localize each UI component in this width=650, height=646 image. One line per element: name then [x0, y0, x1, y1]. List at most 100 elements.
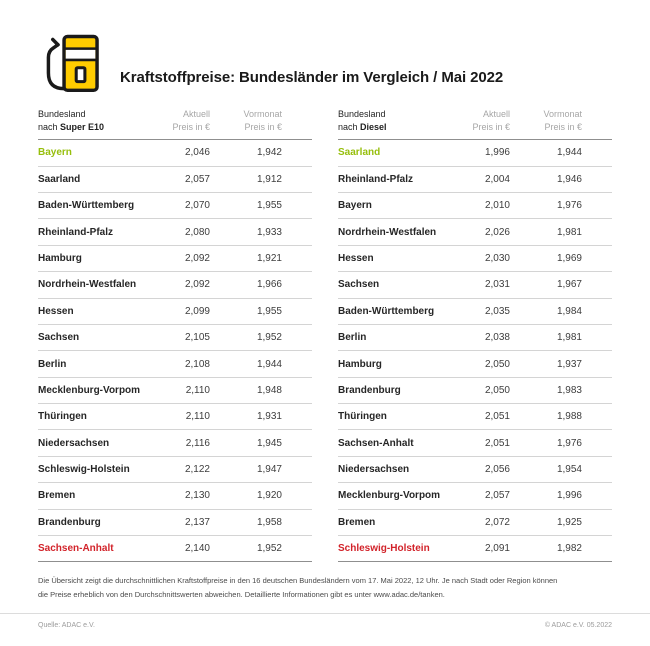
current-price: 2,070 [184, 200, 210, 212]
column-header-bundesland: Bundesland nach Super E10 [38, 109, 105, 132]
column-header-vormonat: Vormonat Preis in € [543, 109, 582, 132]
previous-price: 1,931 [256, 411, 282, 423]
previous-price: 1,955 [256, 200, 282, 212]
state-name: Hessen [38, 305, 74, 317]
previous-price: 1,967 [556, 279, 582, 291]
state-name: Baden-Württemberg [38, 200, 135, 212]
table-row: Baden-Württemberg 2,035 1,984 [338, 299, 612, 325]
fuel-pump-icon [46, 34, 99, 93]
current-price: 2,122 [184, 464, 210, 476]
current-price: 2,116 [185, 437, 210, 449]
state-name: Bayern [38, 147, 72, 159]
previous-price: 1,982 [556, 543, 582, 555]
previous-price: 1,942 [256, 147, 282, 159]
table-row: Niedersachsen 2,116 1,945 [38, 430, 312, 457]
state-name: Rheinland-Pfalz [338, 173, 414, 185]
table-row: Hessen 2,030 1,969 [338, 246, 612, 273]
current-price: 2,004 [484, 173, 510, 185]
current-price: 2,110 [185, 411, 210, 423]
source-label: Quelle: ADAC e.V. [38, 621, 95, 629]
current-price: 2,108 [184, 358, 210, 370]
current-price: 2,137 [184, 516, 210, 528]
table-row: Berlin 2,108 1,944 [38, 351, 312, 378]
state-name: Thüringen [38, 411, 87, 423]
state-name: Nordrhein-Westfalen [338, 226, 437, 238]
state-name: Mecklenburg-Vorpommern [38, 384, 140, 396]
fuel-type-label: Diesel [360, 121, 387, 132]
previous-price: 1,983 [556, 384, 582, 396]
table-row: Thüringen 2,110 1,931 [38, 404, 312, 431]
state-name: Sachsen-Anhalt [338, 437, 414, 449]
state-name: Hessen [338, 252, 374, 264]
current-price: 2,046 [184, 147, 210, 159]
previous-price: 1,981 [556, 226, 582, 238]
table-row: Baden-Württemberg 2,070 1,955 [38, 193, 312, 220]
state-name: Schleswig-Holstein [38, 464, 130, 476]
table-super-e10: Bundesland nach Super E10 Aktuell Preis … [38, 108, 312, 563]
current-price: 2,051 [484, 437, 510, 449]
current-price: 2,031 [484, 279, 510, 291]
table-row: Saarland 1,996 1,944 [338, 140, 612, 167]
footer-divider [0, 612, 650, 614]
table-row: Hamburg 2,050 1,937 [338, 351, 612, 378]
table-row: Schleswig-Holstein 2,122 1,947 [38, 457, 312, 484]
table-row: Hessen 2,099 1,955 [38, 299, 312, 325]
previous-price: 1,969 [556, 252, 582, 264]
header: Kraftstoffpreise: Bundesländer im Vergle… [0, 0, 650, 106]
previous-price: 1,947 [256, 464, 282, 476]
table-row: Schleswig-Holstein 2,091 1,982 [338, 536, 612, 563]
table-header-super-e10: Bundesland nach Super E10 Aktuell Preis … [38, 108, 312, 141]
current-price: 1,996 [484, 147, 510, 159]
current-price: 2,092 [184, 252, 210, 264]
state-name: Rheinland-Pfalz [38, 226, 114, 238]
footnote-text: Die Übersicht zeigt die durchschnittlich… [38, 576, 558, 599]
previous-price: 1,981 [556, 332, 582, 344]
previous-price: 1,912 [256, 173, 282, 185]
current-price: 2,092 [184, 279, 210, 291]
current-price: 2,050 [484, 384, 510, 396]
state-name: Hamburg [38, 252, 82, 264]
previous-price: 1,976 [556, 200, 582, 212]
previous-price: 1,921 [256, 252, 282, 264]
current-price: 2,080 [184, 226, 210, 238]
state-name: Bayern [338, 200, 372, 212]
column-header-aktuell: Aktuell Preis in € [472, 109, 510, 132]
price-tables: Bundesland nach Super E10 Aktuell Preis … [0, 108, 650, 563]
table-row: Sachsen 2,031 1,967 [338, 272, 612, 299]
column-header-vormonat: Vormonat Preis in € [243, 109, 282, 132]
current-price: 2,140 [184, 543, 210, 555]
previous-price: 1,946 [556, 173, 582, 185]
previous-price: 1,948 [256, 384, 282, 396]
current-price: 2,057 [484, 490, 510, 502]
table-row: Nordrhein-Westfalen 2,026 1,981 [338, 219, 612, 246]
previous-price: 1,925 [556, 516, 582, 528]
previous-price: 1,988 [556, 411, 582, 423]
current-price: 2,056 [484, 464, 510, 476]
table-row: Brandenburg 2,050 1,983 [338, 378, 612, 405]
column-header-aktuell: Aktuell Preis in € [172, 109, 210, 132]
table-row: Sachsen-Anhalt 2,051 1,976 [338, 430, 612, 457]
copyright-label: © ADAC e.V. 05.2022 [544, 621, 612, 629]
table-row: Niedersachsen 2,056 1,954 [338, 457, 612, 484]
state-name: Nordrhein-Westfalen [38, 279, 137, 291]
current-price: 2,010 [484, 200, 510, 212]
page-title: Kraftstoffpreise: Bundesländer im Vergle… [120, 68, 504, 86]
previous-price: 1,976 [556, 437, 582, 449]
table-row: Mecklenburg-Vorpommern 2,057 1,996 [338, 483, 612, 510]
current-price: 2,038 [484, 332, 510, 344]
table-row: Saarland 2,057 1,912 [38, 167, 312, 193]
state-name: Saarland [338, 147, 381, 159]
table-diesel: Bundesland nach Diesel Aktuell Preis in … [338, 108, 612, 563]
current-price: 2,035 [484, 305, 510, 317]
previous-price: 1,944 [556, 147, 582, 159]
current-price: 2,105 [184, 332, 210, 344]
state-name: Niedersachsen [338, 464, 410, 476]
current-price: 2,030 [484, 252, 510, 264]
current-price: 2,099 [184, 305, 210, 317]
fuel-type-label: Super E10 [60, 121, 105, 132]
table-row: Thüringen 2,051 1,988 [338, 404, 612, 431]
previous-price: 1,952 [256, 332, 282, 344]
state-name: Bremen [38, 490, 76, 502]
current-price: 2,026 [484, 226, 510, 238]
